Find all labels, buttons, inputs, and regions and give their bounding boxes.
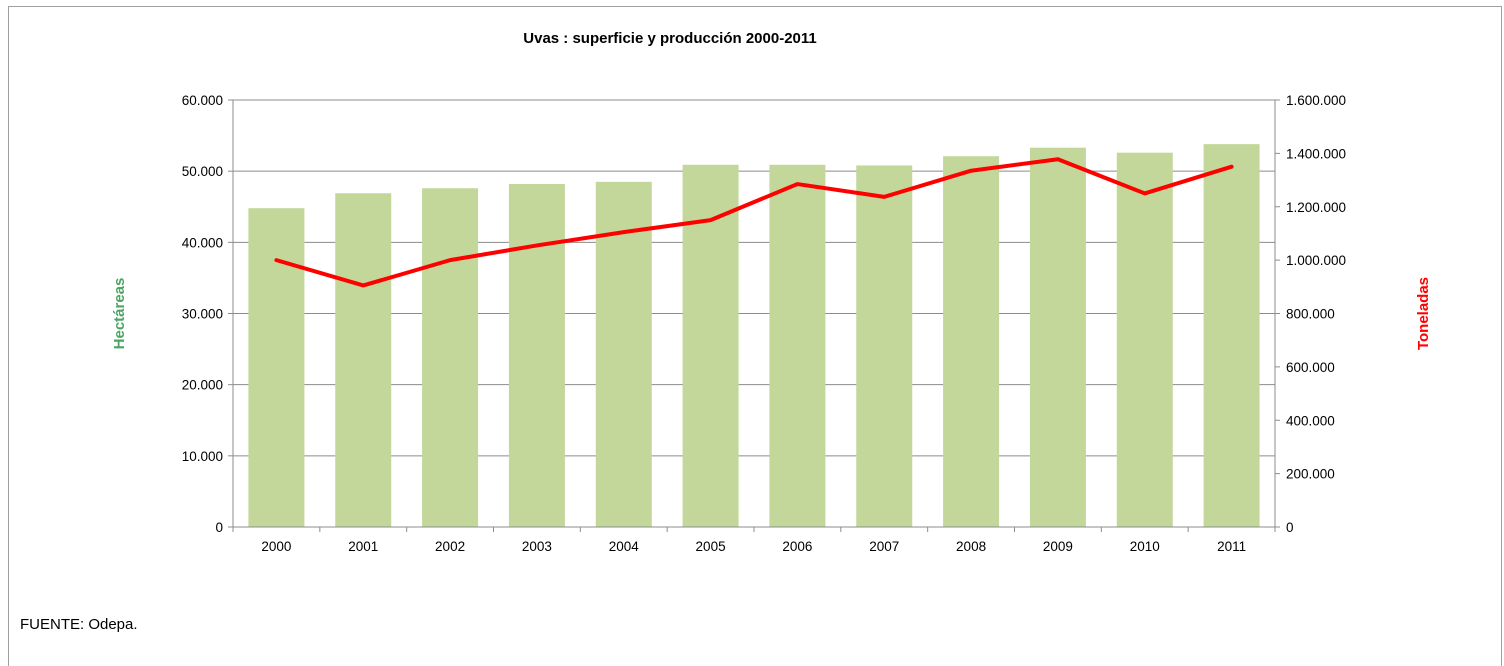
x-tick-label: 2007 [869,539,899,554]
bar-2004 [595,181,652,527]
bar-2001 [335,193,392,527]
left-tick-label: 0 [215,520,223,535]
x-tick-label: 2011 [1217,539,1246,554]
left-tick-label: 50.000 [182,164,223,179]
right-tick-label: 800.000 [1286,307,1335,322]
left-tick-label: 10.000 [182,449,223,464]
x-tick-label: 2001 [348,539,378,554]
x-tick-label: 2010 [1130,539,1160,554]
x-tick-label: 2006 [782,539,812,554]
left-tick-label: 30.000 [182,307,223,322]
left-axis-title: Hectáreas [111,278,128,350]
right-tick-label: 1.600.000 [1286,93,1346,108]
x-tick-label: 2000 [261,539,291,554]
right-axis-title: Toneladas [1415,277,1432,350]
left-tick-label: 60.000 [182,93,223,108]
right-tick-label: 400.000 [1286,413,1335,428]
x-tick-label: 2008 [956,539,986,554]
right-tick-label: 200.000 [1286,467,1335,482]
left-tick-label: 40.000 [182,235,223,250]
right-tick-label: 0 [1286,520,1294,535]
x-tick-label: 2005 [696,539,726,554]
chart-frame [8,6,1502,666]
bar-2000 [248,208,305,527]
right-tick-label: 1.400.000 [1286,146,1346,161]
bar-2008 [943,156,1000,527]
bar-2010 [1116,152,1173,527]
bar-2011 [1203,144,1260,527]
x-tick-label: 2004 [609,539,640,554]
bar-2005 [682,164,739,528]
bar-2009 [1029,147,1086,527]
bar-2002 [422,188,479,527]
chart-title: Uvas : superficie y producción 2000-2011 [523,30,817,47]
source-note: FUENTE: Odepa. [20,616,138,633]
x-tick-label: 2009 [1043,539,1073,554]
x-tick-label: 2003 [522,539,552,554]
left-tick-label: 20.000 [182,378,223,393]
production-line [274,157,1234,288]
bar-2006 [769,164,826,528]
bar-2003 [508,183,565,527]
right-tick-label: 600.000 [1286,360,1335,375]
right-tick-label: 1.000.000 [1286,253,1346,268]
x-tick-label: 2002 [435,539,465,554]
bar-2007 [856,165,913,527]
right-tick-label: 1.200.000 [1286,200,1346,215]
